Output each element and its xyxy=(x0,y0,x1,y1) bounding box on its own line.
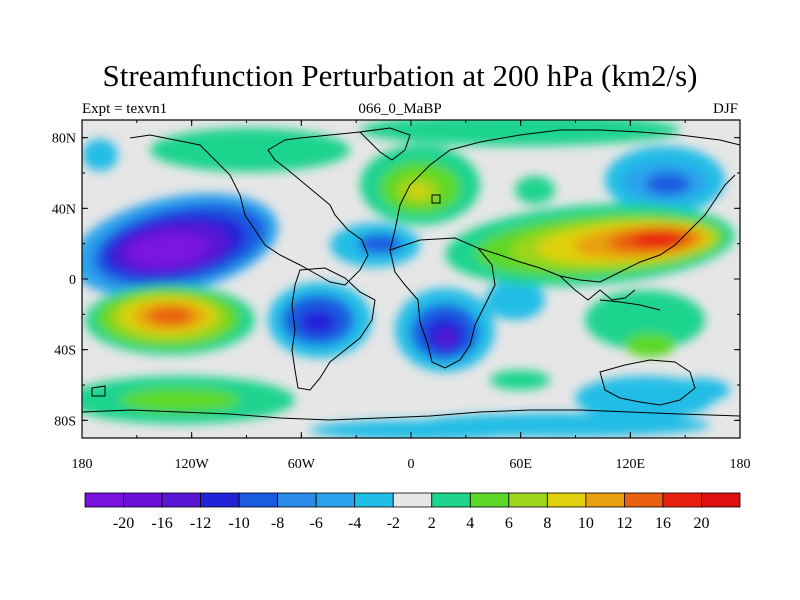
colorbar-box xyxy=(624,492,664,508)
colorbar-box xyxy=(392,492,433,508)
colorbar-box xyxy=(315,492,356,508)
colorbar-label: 2 xyxy=(428,515,436,532)
plot-title: Streamfunction Perturbation at 200 hPa (… xyxy=(102,58,698,93)
colorbar-label: -4 xyxy=(348,515,361,532)
latitude-axis: 80N 40N 0 40S 80S xyxy=(52,132,740,429)
lon-tick-label: 120E xyxy=(616,457,646,472)
colorbar-box xyxy=(431,492,471,508)
colorbar-label: -12 xyxy=(190,515,211,532)
colorbar-box xyxy=(662,492,702,508)
colorbar-label: -16 xyxy=(151,515,172,532)
lon-tick-label: 0 xyxy=(408,457,415,472)
colorbar-label: -8 xyxy=(271,515,284,532)
colorbar-box xyxy=(585,492,625,508)
lat-tick-label: 0 xyxy=(69,273,76,288)
contour-fill-layer xyxy=(82,120,735,438)
lon-tick-label: 180 xyxy=(730,457,751,472)
colorbar-label: -20 xyxy=(113,515,134,532)
lon-tick-label: 60E xyxy=(509,457,532,472)
lat-tick-label: 40N xyxy=(52,202,76,217)
lon-tick-label: 180 xyxy=(72,457,93,472)
colorbar-box xyxy=(701,492,741,508)
colorbar-box xyxy=(508,492,548,508)
lat-tick-label: 80N xyxy=(52,132,76,147)
colorbar-label: 8 xyxy=(543,515,551,532)
lon-tick-label: 60W xyxy=(288,457,316,472)
colorbar-box xyxy=(200,492,240,508)
colorbar-label: 20 xyxy=(693,515,709,532)
colorbar-label: -10 xyxy=(228,515,249,532)
lat-tick-label: 40S xyxy=(54,344,76,359)
colorbar-box xyxy=(161,492,201,508)
colorbar-box xyxy=(123,492,163,508)
colorbar-label: 16 xyxy=(655,515,671,532)
colorbar-label: -2 xyxy=(387,515,400,532)
colorbar-label: -6 xyxy=(310,515,323,532)
longitude-axis: 180 120W 60W 0 60E 120E 180 xyxy=(72,120,751,472)
colorbar-label: 12 xyxy=(616,515,632,532)
season-label: DJF xyxy=(712,101,738,117)
colorbar-label: 4 xyxy=(466,515,474,532)
coastline-layer xyxy=(82,127,740,421)
lon-tick-label: 120W xyxy=(175,457,210,472)
experiment-label: Expt = texvn1 xyxy=(82,101,168,117)
colorbar-box xyxy=(546,492,587,508)
lat-tick-label: 80S xyxy=(54,414,76,429)
colorbar-box xyxy=(238,492,279,508)
colorbar-box xyxy=(469,492,510,508)
colorbar-box xyxy=(354,492,394,508)
colorbar-label: 10 xyxy=(578,515,594,532)
colorbar: -20 -16 -12 -10 -8 -6 -4 -2 2 4 6 8 10 12 16 20 xyxy=(84,492,741,532)
case-label: 066_0_MaBP xyxy=(358,101,442,117)
colorbar-box xyxy=(277,492,317,508)
colorbar-box xyxy=(84,492,124,508)
colorbar-label: 6 xyxy=(505,515,513,532)
